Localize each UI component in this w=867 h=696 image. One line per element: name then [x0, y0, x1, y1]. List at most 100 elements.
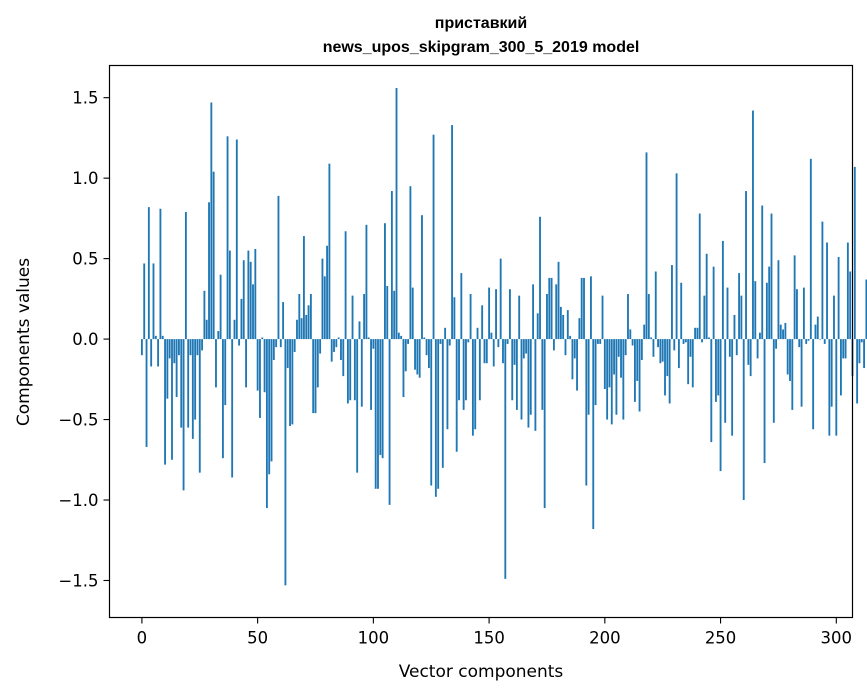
bar [646, 152, 648, 339]
bar [521, 339, 523, 419]
bar [817, 317, 819, 340]
bar [213, 172, 215, 339]
bar [312, 339, 314, 413]
bar [530, 339, 532, 415]
bar [773, 339, 775, 423]
x-axis-label: Vector components [399, 662, 564, 682]
bar [194, 339, 196, 419]
bar [787, 339, 789, 374]
chart-title-line2: news_upos_skipgram_300_5_2019 model [323, 39, 640, 56]
bar [641, 339, 643, 360]
bar [146, 339, 148, 447]
bar [264, 339, 266, 392]
bar [754, 281, 756, 339]
bar [173, 339, 175, 363]
bar [453, 297, 455, 339]
bar [497, 339, 499, 347]
bar [673, 339, 675, 350]
bar [766, 283, 768, 339]
bar [842, 339, 844, 358]
bar [592, 339, 594, 529]
bar [157, 339, 159, 366]
bar [562, 315, 564, 339]
bar [391, 191, 393, 339]
bar [847, 243, 849, 340]
bar [377, 339, 379, 489]
bar [643, 325, 645, 339]
bar [298, 294, 300, 339]
bar [558, 262, 560, 339]
bar [474, 339, 476, 429]
bar [460, 273, 462, 339]
bar [569, 336, 571, 339]
bar [370, 339, 372, 410]
bar [236, 140, 238, 340]
bar [458, 339, 460, 400]
bar [271, 339, 273, 461]
bar [449, 339, 451, 345]
bar [812, 339, 814, 429]
bar [752, 111, 754, 340]
y-tick-label: 0.0 [72, 330, 98, 349]
bar [734, 315, 736, 339]
bar [768, 267, 770, 339]
bar [653, 339, 655, 357]
bar [696, 328, 698, 339]
bar [254, 249, 256, 339]
bar [164, 339, 166, 465]
bar [340, 339, 342, 360]
bar [368, 337, 370, 339]
bar [456, 339, 458, 452]
bar [685, 339, 687, 342]
bar [791, 339, 793, 410]
bar [560, 307, 562, 339]
bar [201, 339, 203, 350]
bar [335, 339, 337, 347]
bar [375, 339, 377, 489]
bar [729, 339, 731, 357]
bar [743, 339, 745, 500]
bar [655, 271, 657, 339]
bar [141, 339, 143, 355]
bar [328, 164, 330, 339]
bar [421, 215, 423, 339]
bar [326, 246, 328, 339]
bar [477, 328, 479, 339]
bar [171, 339, 173, 460]
bar [484, 339, 486, 363]
bar [284, 339, 286, 585]
bar [322, 259, 324, 339]
bar [440, 339, 442, 344]
bar [611, 339, 613, 424]
bar [208, 202, 210, 339]
y-tick-label: 0.5 [72, 250, 98, 269]
bar [516, 339, 518, 410]
bar [548, 278, 550, 339]
bar [324, 276, 326, 339]
bar [819, 339, 821, 340]
bar [824, 339, 826, 344]
bar [153, 263, 155, 339]
bar [509, 289, 511, 339]
chart-title-line1: приставкий [435, 15, 527, 32]
bar [713, 267, 715, 339]
bar [534, 339, 536, 431]
bar [597, 339, 599, 344]
bar [639, 339, 641, 411]
y-tick-label: −1.5 [58, 571, 98, 590]
bar [576, 339, 578, 391]
bar [578, 318, 580, 339]
bar [206, 320, 208, 339]
bar [178, 339, 180, 355]
bar [294, 339, 296, 352]
bar [771, 214, 773, 340]
bar [706, 254, 708, 339]
bar [794, 255, 796, 339]
bar [692, 339, 694, 387]
bar [507, 339, 509, 344]
bar [854, 167, 856, 339]
bar [490, 333, 492, 339]
bar [231, 339, 233, 477]
bar [747, 339, 749, 365]
bar [444, 328, 446, 339]
